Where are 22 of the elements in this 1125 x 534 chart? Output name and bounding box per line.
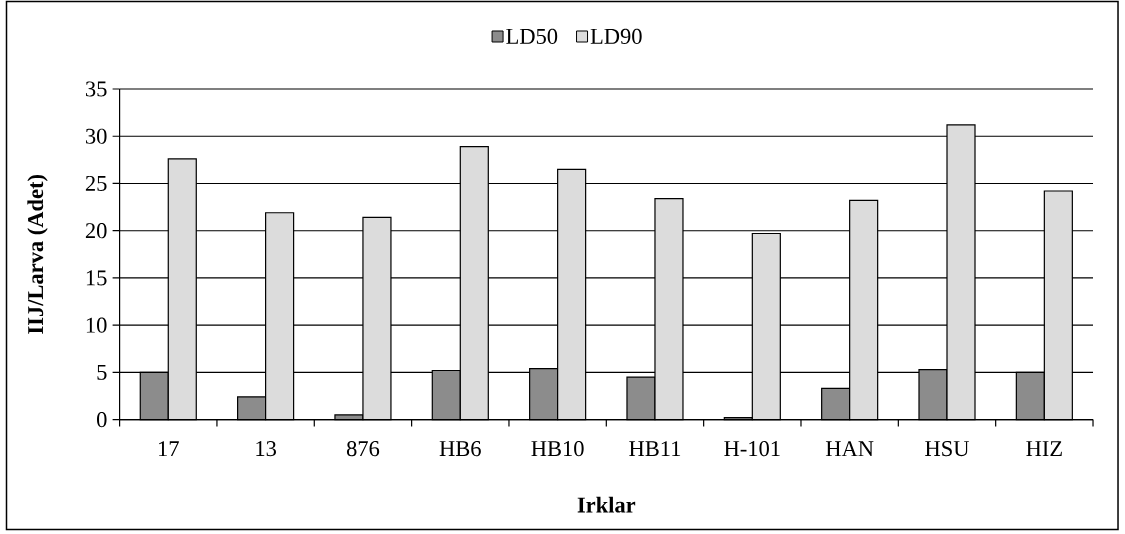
x-tick-label: HAN bbox=[825, 441, 874, 457]
y-tick-label: 20 bbox=[85, 223, 107, 239]
y-tick-label: 5 bbox=[97, 364, 107, 380]
x-tick-label: 17 bbox=[159, 441, 179, 457]
y-axis-title: IIJ/Larva (Adet) bbox=[27, 175, 48, 334]
y-tick-label: 0 bbox=[97, 412, 107, 428]
x-axis-title: Irklar bbox=[577, 496, 636, 513]
x-tick-label: HB11 bbox=[629, 441, 681, 457]
x-tick-label: 13 bbox=[256, 441, 276, 457]
legend-label: LD50 bbox=[506, 28, 558, 44]
x-tick-label: HIZ bbox=[1026, 441, 1062, 456]
y-tick-label: 25 bbox=[85, 175, 107, 192]
x-tick-label: 876 bbox=[346, 441, 380, 457]
x-tick-label: H-101 bbox=[724, 441, 780, 457]
x-tick-label: HB6 bbox=[439, 441, 481, 457]
x-tick-label: HB10 bbox=[531, 441, 584, 457]
x-tick-label: HSU bbox=[925, 441, 970, 457]
y-tick-label: 15 bbox=[86, 270, 107, 286]
y-tick-label: 35 bbox=[85, 81, 107, 97]
y-tick-label: 10 bbox=[86, 317, 107, 333]
legend-label: LD90 bbox=[590, 28, 642, 44]
y-tick-label: 30 bbox=[85, 128, 107, 144]
